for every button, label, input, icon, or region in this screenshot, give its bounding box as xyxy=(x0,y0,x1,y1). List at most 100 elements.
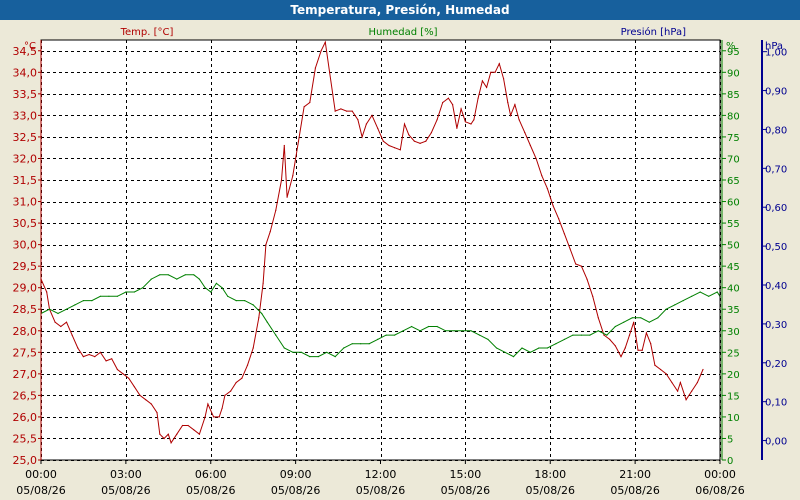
temperature-data-point xyxy=(187,424,189,427)
temperature-tick-label: 29,0 xyxy=(13,282,38,295)
humidity-data-point xyxy=(495,347,498,349)
humidity-data-point xyxy=(184,274,186,276)
humidity-data-point xyxy=(309,356,311,358)
humidity-data-point xyxy=(428,325,430,328)
humidity-data-point xyxy=(48,308,51,310)
x-tick-date: 05/08/26 xyxy=(526,484,575,497)
temperature-data-point xyxy=(529,144,532,147)
x-axis-ticks: 00:00 05/08/26 03:00 05/08/26 06:00 05/08/26 0… xyxy=(16,460,745,497)
pressure-tick-label: 0,50 xyxy=(765,242,787,253)
temperature-data-point xyxy=(507,101,509,104)
temperature-data-point xyxy=(334,110,336,112)
humidity-tick-label: 45 xyxy=(727,262,740,273)
temperature-data-point xyxy=(388,144,390,147)
temperature-data-point xyxy=(265,244,267,246)
temperature-unit-label: °C xyxy=(24,41,36,52)
temperature-data-point xyxy=(677,390,679,392)
temperature-data-point xyxy=(442,101,444,104)
temperature-data-point xyxy=(77,347,79,349)
humidity-data-point xyxy=(343,347,345,349)
humidity-series-header: Humedad [%] xyxy=(368,27,437,38)
temperature-data-point xyxy=(419,142,421,144)
humidity-data-point xyxy=(572,334,574,336)
temperature-data-point xyxy=(645,332,648,334)
humidity-data-point xyxy=(275,334,277,336)
temperature-data-point xyxy=(128,377,130,379)
temperature-tick-label: 30,5 xyxy=(13,217,38,230)
temperature-data-point xyxy=(654,364,656,366)
temperature-data-point xyxy=(145,399,147,401)
temperature-data-point xyxy=(563,233,566,235)
x-tick-date: 05/08/26 xyxy=(186,484,235,497)
humidity-tick-label: 80 xyxy=(727,111,740,122)
temperature-data-point xyxy=(329,71,331,73)
humidity-tick-label: 75 xyxy=(727,133,740,144)
humidity-data-point xyxy=(478,334,481,336)
temperature-data-point xyxy=(159,433,161,435)
pressure-tick-label: 0,40 xyxy=(765,281,787,292)
temperature-data-point xyxy=(569,248,571,250)
temperature-data-point xyxy=(139,394,141,396)
humidity-data-point xyxy=(411,325,413,328)
humidity-data-point xyxy=(368,343,370,345)
temperature-tick-label: 32,5 xyxy=(13,131,38,144)
temperature-tick-label: 28,5 xyxy=(13,303,38,316)
temperature-tick-label: 34,5 xyxy=(13,45,38,58)
temperature-series-line xyxy=(40,40,704,444)
humidity-data-point xyxy=(597,330,599,332)
temperature-data-point xyxy=(133,386,135,388)
humidity-data-point xyxy=(436,325,438,328)
pressure-tick-label: 0,00 xyxy=(765,437,787,448)
plot-area xyxy=(41,40,720,460)
temperature-data-point xyxy=(292,175,294,177)
humidity-data-point xyxy=(215,282,217,284)
humidity-data-point xyxy=(283,347,285,349)
humidity-data-point xyxy=(91,300,93,302)
temperature-data-point xyxy=(399,149,401,151)
pressure-axis-ticks: 0,00 0,10 0,20 0,30 0,40 0,50 0,60 0,70 0,80 0,90… xyxy=(762,48,787,448)
humidity-tick-label: 0 xyxy=(727,456,733,467)
temperature-data-point xyxy=(258,317,260,319)
humidity-data-point xyxy=(116,295,118,297)
temperature-data-point xyxy=(430,132,432,134)
humidity-data-point xyxy=(176,278,178,280)
temperature-data-point xyxy=(460,108,462,110)
humidity-data-point xyxy=(210,291,212,293)
humidity-data-point xyxy=(394,334,396,336)
humidity-data-point xyxy=(133,291,135,293)
humidity-data-point xyxy=(334,356,336,358)
humidity-tick-label: 35 xyxy=(727,305,740,316)
humidity-tick-label: 90 xyxy=(727,68,740,79)
pressure-tick-label: 0,20 xyxy=(765,359,787,370)
temperature-data-point xyxy=(111,358,113,360)
temperature-data-point xyxy=(575,263,577,265)
humidity-data-point xyxy=(326,351,328,353)
humidity-tick-label: 95 xyxy=(727,47,740,58)
humidity-data-point xyxy=(606,334,608,336)
humidity-data-point xyxy=(580,334,583,336)
humidity-data-point xyxy=(623,321,625,323)
x-tick-time: 00:00 xyxy=(25,468,57,481)
x-tick-time: 06:00 xyxy=(195,468,227,481)
temperature-data-point xyxy=(592,295,594,297)
humidity-data-point xyxy=(266,321,268,323)
temperature-data-point xyxy=(382,140,384,142)
temperature-tick-label: 31,5 xyxy=(13,174,38,187)
temperature-data-point xyxy=(46,291,48,293)
temperature-data-point xyxy=(204,416,206,418)
temperature-data-point xyxy=(221,407,223,409)
humidity-tick-label: 50 xyxy=(727,241,740,252)
temperature-tick-label: 33,5 xyxy=(13,88,38,101)
x-tick-date: 05/08/26 xyxy=(16,484,65,497)
temperature-series-header: Temp. [°C] xyxy=(120,27,174,38)
humidity-data-point xyxy=(244,300,246,302)
temperature-data-point xyxy=(361,136,363,138)
temperature-data-point xyxy=(193,429,195,431)
pressure-tick-label: 0,80 xyxy=(765,125,787,136)
temperature-data-point xyxy=(65,321,68,323)
temperature-data-point xyxy=(477,97,479,99)
temperature-data-point xyxy=(473,119,475,121)
temperature-data-point xyxy=(324,41,326,43)
humidity-data-point xyxy=(57,312,59,315)
temperature-data-point xyxy=(269,231,271,233)
